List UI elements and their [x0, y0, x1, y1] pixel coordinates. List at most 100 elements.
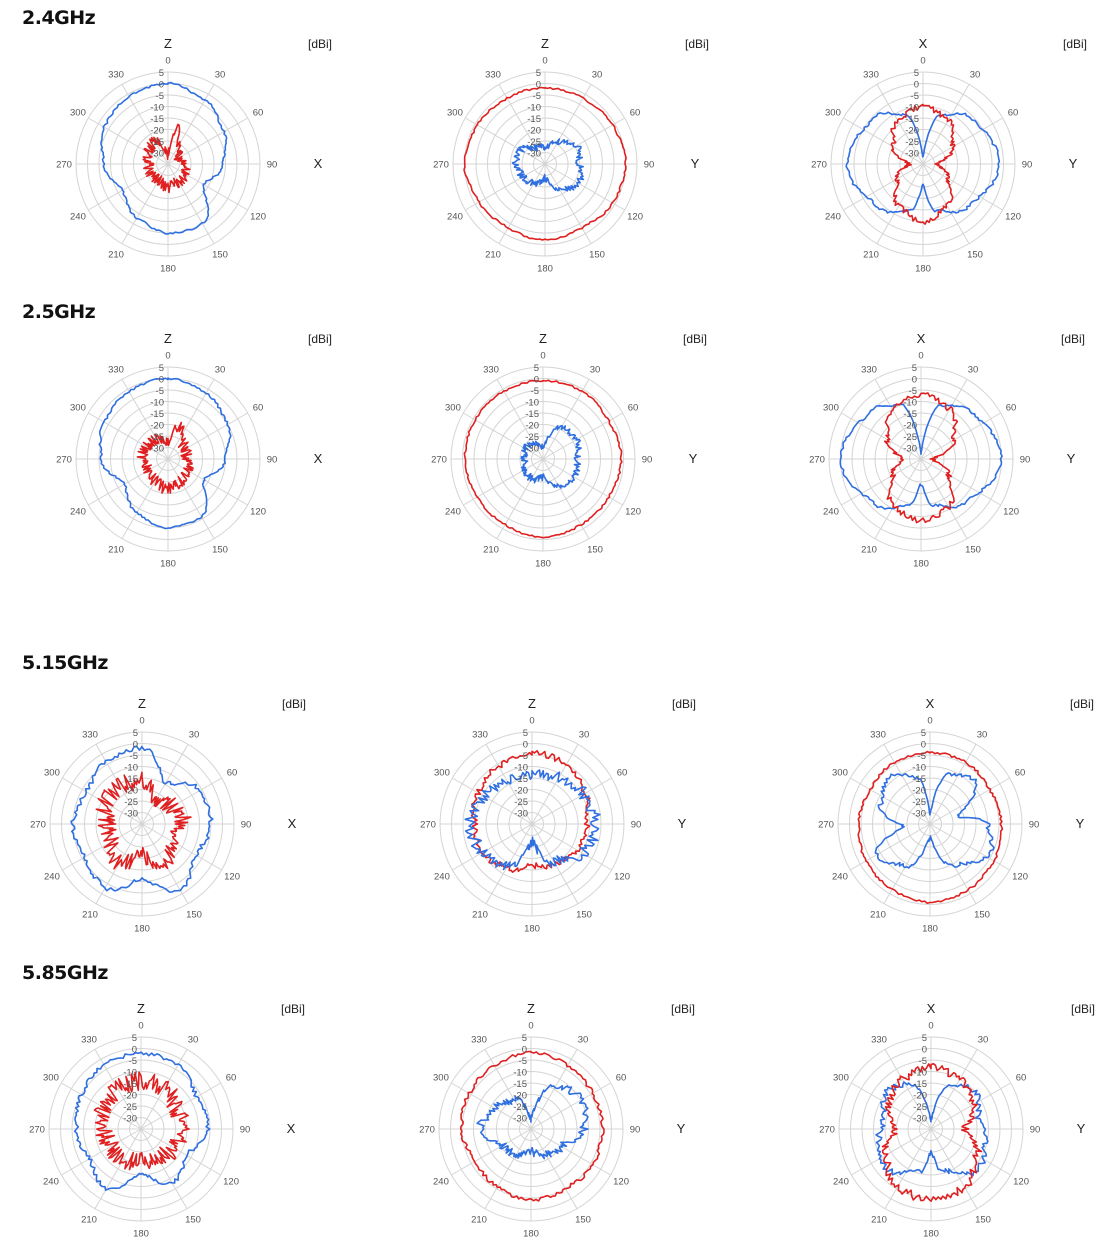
radial-tick-label: -25 — [150, 432, 164, 443]
grid-spoke — [531, 823, 612, 871]
top-axis-label: X — [919, 36, 928, 51]
radial-tick-label: 0 — [922, 1045, 927, 1056]
series-trace — [463, 379, 623, 539]
angle-tick-label: 210 — [483, 545, 499, 556]
angle-tick-label: 0 — [920, 56, 925, 67]
radial-tick-label: 0 — [534, 375, 539, 386]
side-axis-label: X — [288, 816, 297, 831]
grid-spoke — [451, 1128, 532, 1176]
angle-tick-label: 60 — [630, 108, 641, 119]
angle-tick-label: 270 — [431, 455, 447, 466]
angle-tick-label: 0 — [139, 716, 144, 727]
grid-spoke — [484, 1049, 532, 1130]
grid-spoke — [140, 1082, 221, 1130]
series-trace — [875, 1081, 989, 1177]
angle-tick-label: 120 — [1013, 1177, 1029, 1188]
angle-tick-label: 0 — [927, 716, 932, 727]
angle-tick-label: 210 — [82, 910, 98, 921]
angle-tick-label: 60 — [628, 403, 639, 414]
radial-tick-label: -10 — [124, 763, 138, 774]
radial-tick-label: -30 — [123, 1114, 137, 1125]
angle-tick-label: 300 — [825, 108, 841, 119]
angle-tick-label: 120 — [613, 1177, 629, 1188]
grid-spoke — [167, 458, 248, 506]
angle-tick-label: 270 — [809, 455, 825, 466]
radial-tick-label: -30 — [905, 149, 919, 160]
angle-tick-label: 240 — [70, 507, 86, 518]
angle-tick-label: 150 — [212, 545, 228, 556]
angle-tick-label: 120 — [614, 872, 630, 883]
angle-tick-label: 300 — [832, 768, 848, 779]
radial-tick-label: 5 — [921, 728, 926, 739]
unit-label: [dBi] — [282, 697, 306, 711]
radial-tick-label: -25 — [527, 137, 541, 148]
angle-tick-label: 270 — [420, 820, 436, 831]
radial-tick-label: -15 — [513, 1079, 527, 1090]
grid-spoke — [920, 379, 968, 460]
angle-tick-label: 60 — [1016, 1073, 1027, 1084]
unit-label: [dBi] — [1061, 332, 1085, 346]
grid-spoke — [883, 744, 931, 825]
grid-spoke — [498, 163, 546, 244]
angle-tick-label: 120 — [627, 212, 643, 223]
radial-tick-label: -25 — [525, 432, 539, 443]
radial-tick-label: -20 — [150, 421, 164, 432]
series-trace — [874, 772, 995, 869]
series-trace — [460, 1050, 605, 1202]
top-axis-label: X — [927, 1001, 936, 1016]
radial-tick-label: -10 — [150, 398, 164, 409]
angle-tick-label: 60 — [1008, 108, 1019, 119]
radial-tick-label: -20 — [912, 786, 926, 797]
radial-tick-label: -30 — [903, 444, 917, 455]
radial-tick-label: -20 — [903, 421, 917, 432]
side-axis-label: Y — [1076, 816, 1085, 831]
grid-spoke — [544, 117, 625, 165]
series-trace — [70, 745, 214, 893]
angle-tick-label: 330 — [485, 69, 501, 80]
grid-spoke — [920, 412, 1001, 460]
angle-tick-label: 240 — [43, 1177, 59, 1188]
angle-tick-label: 30 — [590, 364, 601, 375]
grid-spoke — [88, 117, 169, 165]
angle-tick-label: 120 — [250, 212, 266, 223]
angle-tick-label: 150 — [186, 910, 202, 921]
radial-tick-label: -30 — [513, 1114, 527, 1125]
angle-tick-label: 0 — [165, 56, 170, 67]
angle-tick-label: 330 — [861, 364, 877, 375]
radial-tick-label: -20 — [513, 1091, 527, 1102]
angle-tick-label: 240 — [447, 212, 463, 223]
radial-tick-label: -10 — [912, 763, 926, 774]
angle-tick-label: 270 — [30, 820, 46, 831]
angle-tick-label: 90 — [1030, 1125, 1041, 1136]
radial-tick-label: 5 — [536, 68, 541, 79]
radial-tick-label: -15 — [124, 774, 138, 785]
radial-tick-label: 5 — [914, 68, 919, 79]
grid-spoke — [851, 1082, 932, 1130]
angle-tick-label: 270 — [433, 160, 449, 171]
radial-tick-label: -30 — [150, 444, 164, 455]
angle-tick-label: 30 — [978, 1034, 989, 1045]
side-axis-label: Y — [1077, 1121, 1086, 1136]
grid-spoke — [841, 412, 922, 460]
grid-spoke — [929, 823, 1010, 871]
grid-spoke — [929, 744, 977, 825]
radial-tick-label: -30 — [912, 809, 926, 820]
series-trace — [464, 769, 601, 871]
angle-tick-label: 270 — [819, 1125, 835, 1136]
angle-tick-label: 210 — [472, 910, 488, 921]
series-trace — [890, 103, 956, 225]
angle-tick-label: 30 — [189, 729, 200, 740]
grid-spoke — [121, 84, 169, 165]
grid-spoke — [531, 744, 579, 825]
grid-spoke — [167, 84, 215, 165]
angle-tick-label: 240 — [832, 872, 848, 883]
top-axis-label: Z — [539, 331, 547, 346]
side-axis-label: X — [314, 156, 323, 171]
grid-spoke — [843, 163, 924, 211]
angle-tick-label: 210 — [485, 250, 501, 261]
angle-tick-label: 270 — [818, 820, 834, 831]
